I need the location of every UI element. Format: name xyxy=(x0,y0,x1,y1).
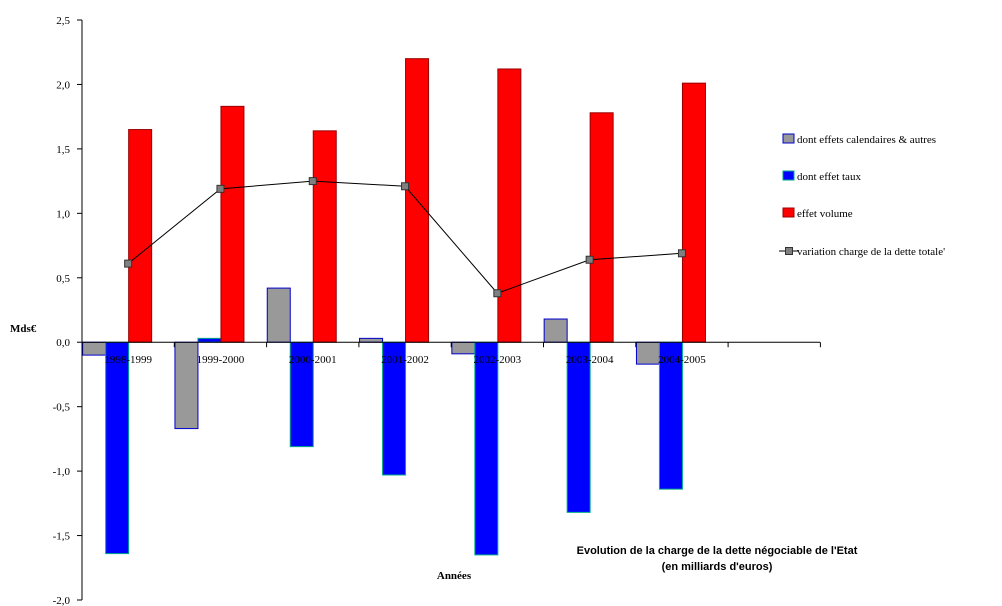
legend-label: dont effets calendaires & autres xyxy=(797,134,936,146)
y-tick-label: -2,0 xyxy=(53,595,71,606)
y-tick-label: 0,5 xyxy=(56,273,70,285)
x-tick-label: 2001-2002 xyxy=(381,354,429,366)
x-tick-label: 2004-2005 xyxy=(658,354,706,366)
legend-label: dont effet taux xyxy=(797,171,861,183)
bar-effet-volume xyxy=(497,68,522,343)
bar-dont-effets-calendaires-autres xyxy=(635,341,660,365)
bar-dont-effets-calendaires-autres xyxy=(266,287,291,343)
y-tick-label: 1,5 xyxy=(56,144,70,156)
y-tick-label: 1,0 xyxy=(56,208,70,220)
bar-dont-effet-taux xyxy=(197,337,222,343)
bar-dont-effets-calendaires-autres xyxy=(451,341,476,355)
bar-dont-effets-calendaires-autres xyxy=(359,337,384,343)
line-layer xyxy=(124,177,686,298)
chart-annotation-line2: (en milliards d'euros) xyxy=(662,561,773,573)
bar-effet-volume xyxy=(589,112,614,343)
bar-effet-volume xyxy=(681,82,706,343)
x-axis-title: Années xyxy=(437,570,472,582)
legend: dont effets calendaires & autres dont eff… xyxy=(779,133,945,258)
x-tick-label: 2002-2003 xyxy=(474,354,522,366)
line-point xyxy=(677,249,686,258)
chart-annotation-line1: Evolution de la charge de la dette négoc… xyxy=(577,545,858,557)
legend-swatch-marker xyxy=(785,247,793,255)
x-ticks: 1998-1999 1999-2000 2000-2001 2001-2002 2002… xyxy=(81,342,821,366)
y-tick-label: -1,0 xyxy=(53,466,71,478)
line-point xyxy=(401,182,410,191)
bar-dont-effet-taux xyxy=(105,341,130,555)
x-tick-label: 2000-2001 xyxy=(289,354,337,366)
legend-swatch xyxy=(782,170,795,181)
line-point xyxy=(493,289,502,298)
line-point xyxy=(308,177,317,186)
x-tick-label: 1998-1999 xyxy=(104,354,152,366)
bar-effet-volume xyxy=(312,130,337,343)
bar-dont-effets-calendaires-autres xyxy=(543,318,568,343)
legend-swatch xyxy=(782,133,795,144)
axes-layer xyxy=(81,20,820,600)
bars-layer xyxy=(82,58,706,556)
x-tick-label: 2003-2004 xyxy=(566,354,614,366)
line-point xyxy=(216,184,225,193)
y-axis-title: Mds€ xyxy=(10,323,37,335)
legend-label: variation charge de la dette totale' xyxy=(797,246,945,258)
bar-dont-effet-taux xyxy=(474,341,499,556)
bar-dont-effets-calendaires-autres xyxy=(82,341,107,356)
bar-dont-effet-taux xyxy=(566,341,591,513)
legend-swatch xyxy=(782,207,795,218)
y-tick-label: 2,0 xyxy=(56,79,70,91)
x-tick-label: 1999-2000 xyxy=(197,354,245,366)
y-tick-label: -0,5 xyxy=(53,402,71,414)
bar-effet-volume xyxy=(128,129,153,343)
line-point xyxy=(585,255,594,264)
y-ticks: -2,0 -1,5 -1,0 -0,5 0,0 0,5 1,0 1,5 2,0 2,5 xyxy=(53,15,82,606)
line-point xyxy=(124,259,133,268)
y-tick-label: 2,5 xyxy=(56,15,70,27)
y-tick-label: 0,0 xyxy=(56,337,70,349)
bar-dont-effets-calendaires-autres xyxy=(174,341,199,430)
bar-effet-volume xyxy=(220,105,245,343)
y-tick-label: -1,5 xyxy=(53,531,71,543)
legend-label: effet volume xyxy=(797,208,853,220)
